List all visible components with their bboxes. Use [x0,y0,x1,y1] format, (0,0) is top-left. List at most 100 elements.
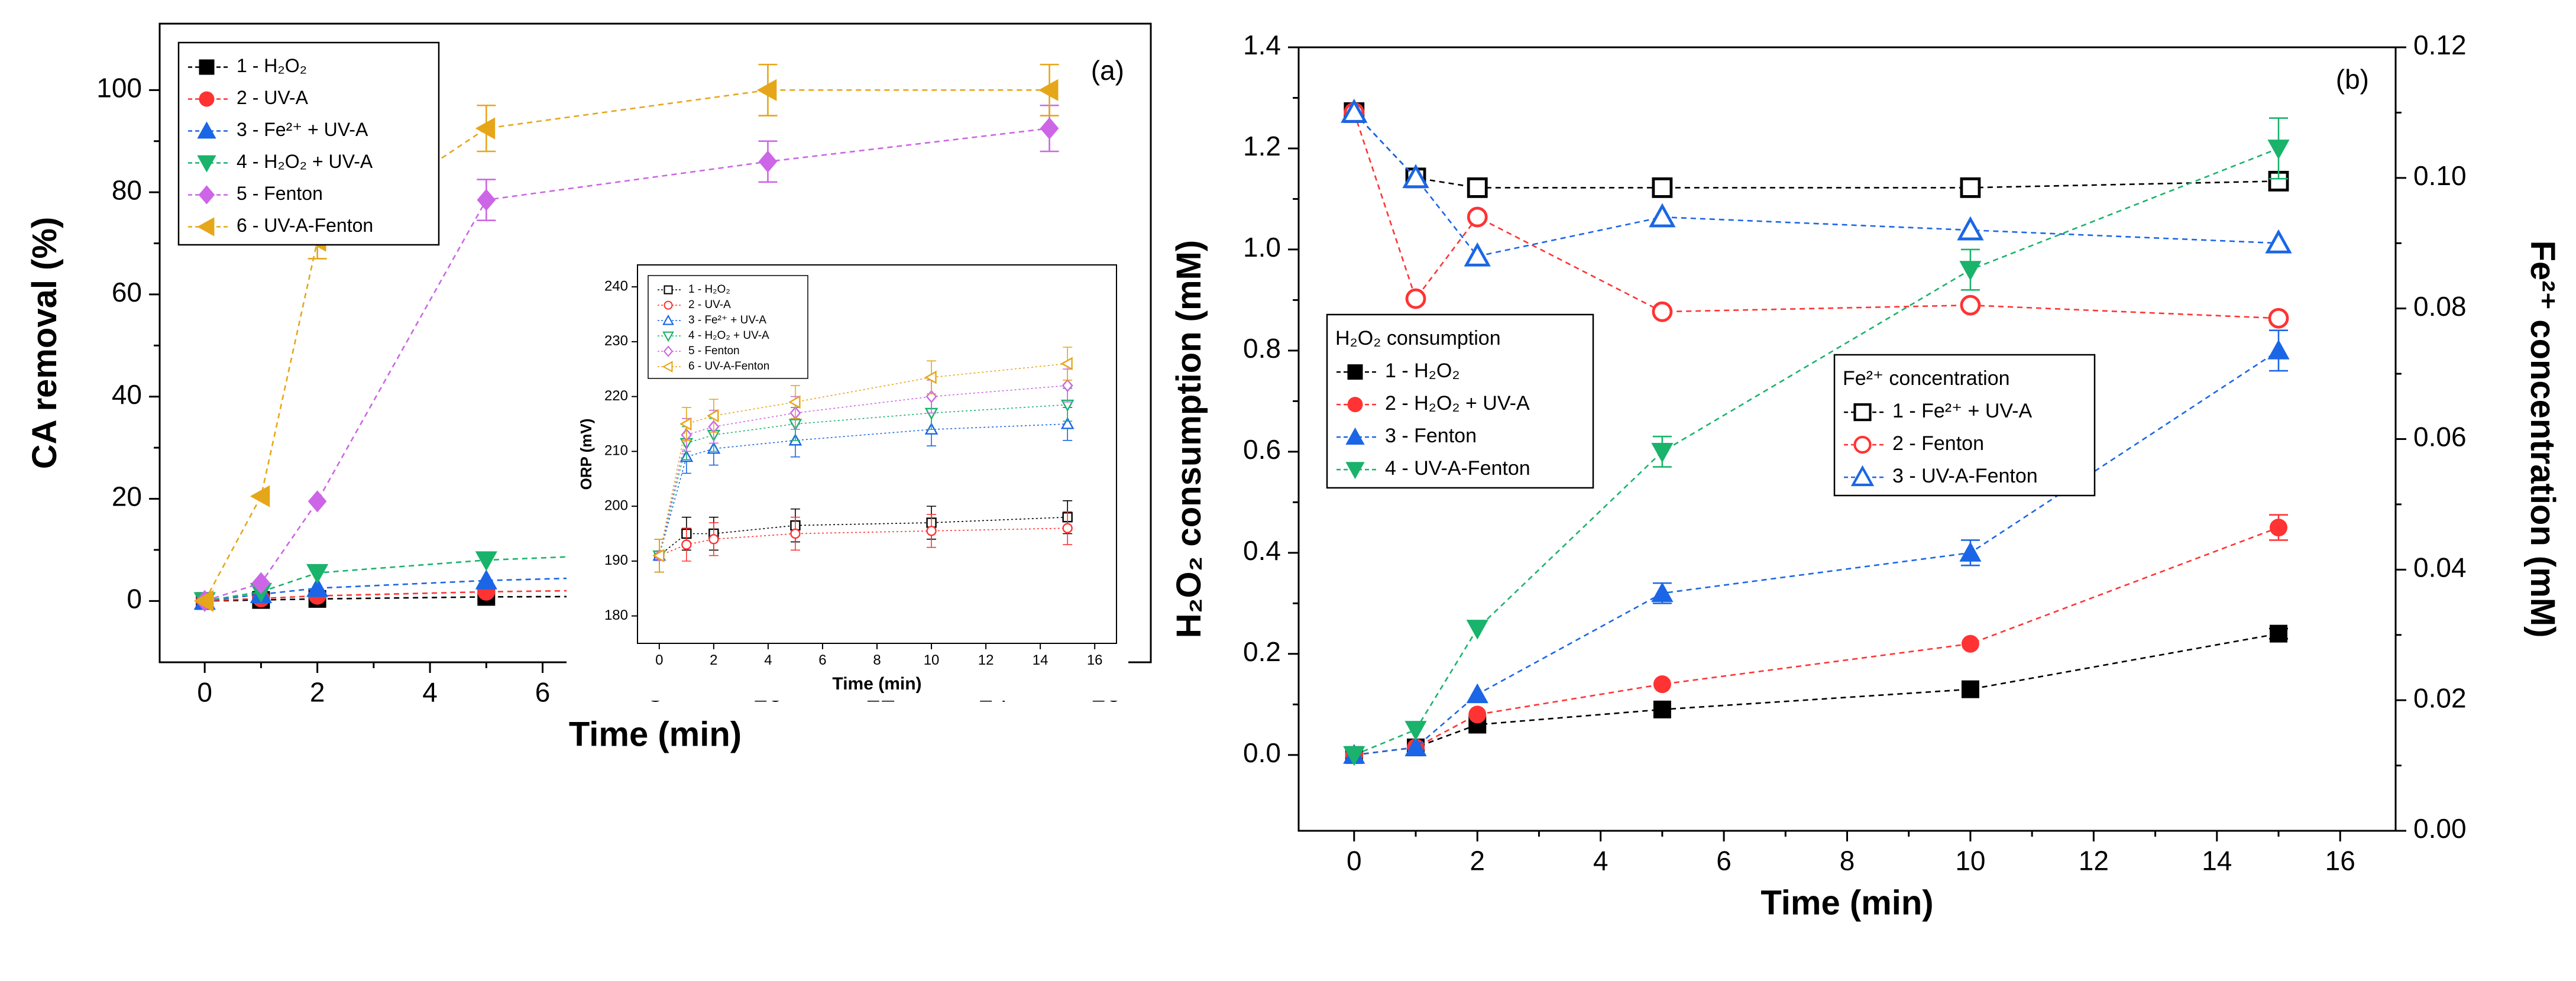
x-tick-label: 2 [1470,845,1485,876]
legend-marker [199,91,215,107]
panel-label: (a) [1091,55,1124,86]
data-point [475,569,497,590]
legend-marker [1853,403,1872,422]
inset-y-tick-label: 240 [604,278,628,294]
data-point [652,549,665,562]
legend-marker [662,361,673,373]
data-point [1653,700,1671,718]
series-inset [654,511,1073,573]
legend-marker [662,314,674,325]
legend-box [648,275,808,379]
y2-tick-label: 0.02 [2413,682,2467,713]
legend-entry: 1 - H₂O₂ [688,283,730,296]
legend-entry: 5 - Fenton [688,345,740,357]
y-tick-label: 40 [112,379,142,410]
legend-entry: 5 - Fenton [237,183,323,204]
legend-entry: 3 - UV-A-Fenton [1892,465,2038,487]
data-point [1651,582,1674,603]
y-tick-label: 100 [96,72,142,103]
legend-marker [199,59,215,75]
data-point [250,485,270,507]
series-b2 [1341,98,2292,267]
x-tick-label: 12 [2079,845,2109,876]
series-line [1354,349,2279,756]
legend-title: H₂O₂ consumption [1335,327,1501,349]
data-point [2268,307,2289,329]
data-point [1467,206,1488,228]
series-a [195,104,1059,612]
data-point [1957,216,1984,241]
legend-box [1326,313,1594,489]
y-tick-label: 1.2 [1243,131,1281,161]
legend-marker [197,217,215,237]
legend-marker [198,185,215,205]
x-axis-label: Time (min) [1761,884,1933,922]
y-tick-label: 0 [127,583,142,614]
data-point [707,409,719,423]
data-point [1062,523,1073,533]
data-point [790,528,801,539]
data-point [475,117,496,140]
data-point [708,534,719,545]
x-tick-label: 10 [1955,845,1985,876]
series-b [1343,117,2290,766]
legend-marker [664,300,673,310]
legend-entry: 1 - H₂O₂ [237,55,307,76]
legend-box [1833,354,2096,497]
legend-marker [664,285,673,294]
inset-y-tick-label: 230 [604,333,628,349]
series-line [659,385,1068,556]
legend-a: 1 - H₂O₂ 2 - UV-A 3 - Fe²⁺ + UV-A 4 - H₂O₂ … [177,41,440,246]
inset-y-tick-label: 190 [604,552,628,568]
legend-b2: Fe²⁺ concentration 1 - Fe²⁺ + UV-A 2 - Fen… [1833,354,2096,497]
y-tick-label: 0.2 [1243,636,1281,667]
legend-entry: 2 - Fenton [1892,432,1984,455]
y-axis-label: CA removal (%) [25,217,64,470]
series-line [1353,112,2279,257]
inset-x-tick-label: 2 [710,652,717,668]
inset-y-tick-label: 220 [604,388,628,404]
data-point [2267,140,2290,160]
data-point [1467,177,1488,198]
y2-tick-label: 0.06 [2413,422,2467,452]
y-tick-label: 1.4 [1243,30,1281,60]
y-tick-label: 0.8 [1243,333,1281,364]
x-tick-label: 4 [422,676,438,707]
series-a [193,63,1059,612]
y-tick-label: 60 [112,277,142,307]
x-tick-label: 0 [197,676,212,707]
x-tick-label: 8 [1840,845,1855,876]
y2-tick-label: 0.04 [2413,552,2467,582]
y2-tick-label: 0.12 [2413,30,2467,60]
data-point [2269,624,2287,643]
data-point [1959,261,1982,281]
data-point [1404,721,1427,741]
inset-x-tick-label: 0 [655,652,663,668]
x-tick-label: 0 [1347,845,1362,876]
x-tick-label: 6 [1716,845,1732,876]
legend-marker [1345,427,1365,445]
data-point [1060,357,1073,371]
legend-marker [663,345,674,357]
legend-entry: 2 - H₂O₂ + UV-A [1385,392,1530,415]
data-point [2267,339,2290,360]
data-point [1464,242,1491,267]
legend-entry: 3 - Fe²⁺ + UV-A [688,314,766,326]
inset-x-tick-label: 4 [764,652,772,668]
data-point [1466,683,1488,704]
x-tick-label: 14 [2202,845,2232,876]
legend-entry: 1 - H₂O₂ [1385,360,1460,382]
data-point [1343,746,1365,766]
legend-entry: 3 - Fenton [1385,425,1477,447]
data-point [193,590,214,612]
data-point [2269,519,2287,537]
inset-y-tick-label: 180 [604,607,628,623]
data-point [1466,620,1488,640]
legend-box [177,41,440,246]
x-tick-label: 16 [2325,845,2355,876]
legend-entry: 6 - UV-A-Fenton [688,360,769,373]
series-inset [652,347,1073,573]
data-point [1404,736,1427,756]
y-tick-label: 0.0 [1243,737,1281,768]
y-tick-label: 1.0 [1243,232,1281,263]
